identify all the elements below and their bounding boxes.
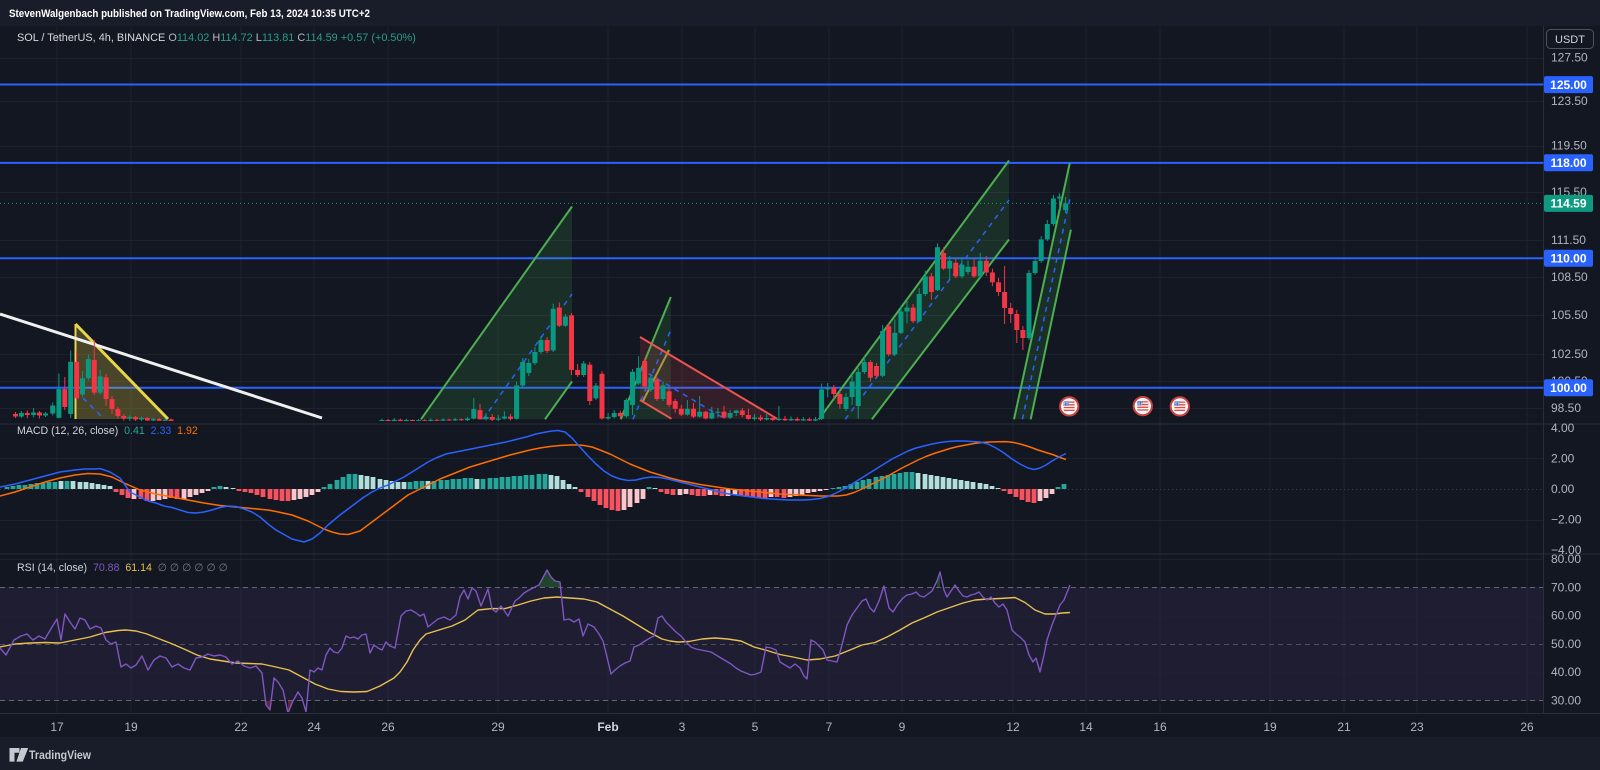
svg-text:14: 14 (1079, 720, 1093, 734)
svg-text:98.50: 98.50 (1551, 401, 1581, 415)
svg-text:23: 23 (1410, 720, 1424, 734)
svg-text:80.00: 80.00 (1551, 552, 1581, 566)
svg-text:118.00: 118.00 (1550, 156, 1586, 170)
svg-text:127.50: 127.50 (1551, 51, 1588, 65)
svg-text:29: 29 (491, 720, 505, 734)
svg-text:−2.00: −2.00 (1551, 513, 1582, 527)
svg-text:4.00: 4.00 (1551, 421, 1575, 435)
svg-text:0.00: 0.00 (1551, 482, 1575, 496)
svg-text:40.00: 40.00 (1551, 665, 1581, 679)
svg-text:105.50: 105.50 (1551, 308, 1588, 322)
svg-text:USDT: USDT (1555, 34, 1585, 46)
svg-text:102.50: 102.50 (1551, 347, 1588, 361)
svg-text:50.00: 50.00 (1551, 637, 1581, 651)
svg-text:7: 7 (826, 720, 833, 734)
svg-text:TradingView: TradingView (29, 748, 92, 762)
svg-text:16: 16 (1153, 720, 1167, 734)
svg-text:125.00: 125.00 (1550, 78, 1587, 92)
svg-text:−4.00: −4.00 (1551, 543, 1582, 557)
svg-text:111.50: 111.50 (1551, 233, 1586, 247)
svg-text:26: 26 (381, 720, 395, 734)
svg-text:123.50: 123.50 (1551, 94, 1588, 108)
svg-text:RSI (14, close) 70.88 61.14: RSI (14, close) 70.88 61.14 ∅ ∅ ∅ ∅ ∅ ∅ (17, 562, 228, 574)
svg-text:19: 19 (1263, 720, 1277, 734)
svg-text:21: 21 (1337, 720, 1351, 734)
svg-text:100.00: 100.00 (1550, 381, 1587, 395)
svg-text:119.50: 119.50 (1551, 139, 1587, 153)
svg-text:108.50: 108.50 (1551, 270, 1588, 284)
svg-text:5: 5 (752, 720, 759, 734)
svg-text:110.00: 110.00 (1550, 251, 1586, 265)
svg-text:MACD (12, 26, close) 0.41 2.: MACD (12, 26, close) 0.41 2.33 1.92 (17, 425, 198, 437)
svg-text:12: 12 (1006, 720, 1020, 734)
svg-text:17: 17 (50, 720, 64, 734)
svg-text:60.00: 60.00 (1551, 609, 1581, 623)
svg-text:3: 3 (679, 720, 686, 734)
svg-text:Feb: Feb (597, 720, 618, 734)
svg-text:StevenWalgenbach published on: StevenWalgenbach published on TradingVie… (9, 8, 370, 20)
svg-text:30.00: 30.00 (1551, 693, 1581, 707)
svg-text:114.59: 114.59 (1550, 197, 1586, 211)
svg-text:22: 22 (234, 720, 248, 734)
svg-text:2.00: 2.00 (1551, 452, 1575, 466)
svg-text:26: 26 (1520, 720, 1534, 734)
svg-text:19: 19 (124, 720, 138, 734)
svg-text:24: 24 (307, 720, 321, 734)
svg-text:70.00: 70.00 (1551, 580, 1581, 594)
svg-text:9: 9 (899, 720, 906, 734)
svg-text:SOL / TetherUS, 4h, BINANCE O1: SOL / TetherUS, 4h, BINANCE O114.02 H114… (17, 32, 416, 44)
